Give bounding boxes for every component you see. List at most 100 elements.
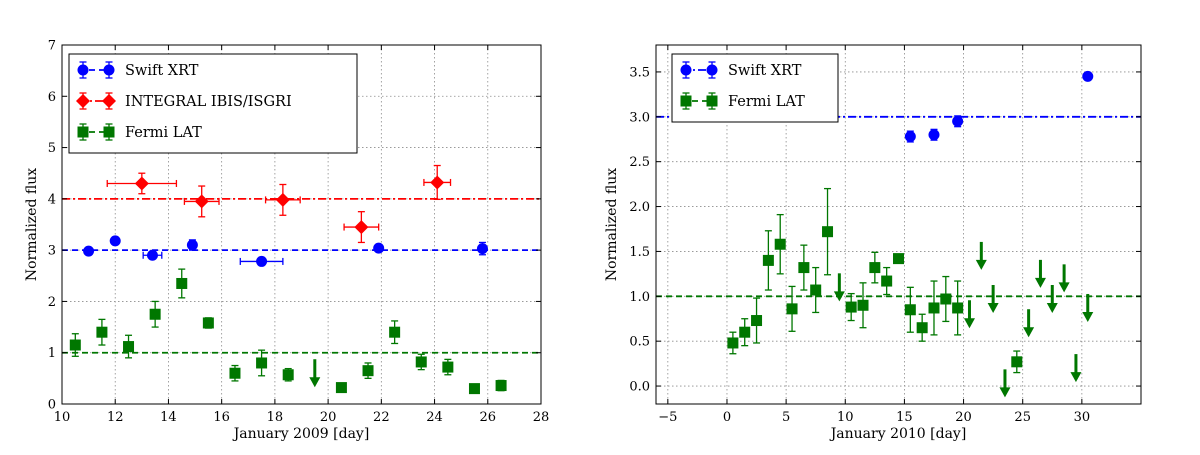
- upper-limit-arrow: [833, 273, 845, 302]
- legend-entry: Fermi LAT: [680, 92, 805, 110]
- marker-circle: [109, 235, 121, 247]
- data-point: [727, 331, 739, 355]
- upper-limit-head: [309, 377, 321, 388]
- data-point: [893, 253, 904, 265]
- marker-diamond: [194, 194, 209, 209]
- marker-square: [869, 262, 881, 274]
- marker-square: [256, 357, 268, 369]
- x-tick-label: 20: [955, 410, 972, 425]
- y-axis-label: Normalized flux: [24, 168, 40, 281]
- y-tick-label: 3.5: [629, 65, 650, 80]
- data-point: [69, 333, 81, 357]
- marker-square: [727, 337, 739, 349]
- x-tick-label: 18: [267, 410, 284, 425]
- upper-limit-head: [1070, 372, 1082, 383]
- data-point: [822, 187, 834, 276]
- legend-label: INTEGRAL IBIS/ISGRI: [125, 94, 292, 110]
- x-tick-label: 25: [1014, 410, 1031, 425]
- x-tick-label: 10: [54, 410, 71, 425]
- upper-limit-head: [1046, 302, 1058, 313]
- data-point: [343, 211, 380, 244]
- data-point: [916, 313, 928, 342]
- legend-marker: [706, 95, 718, 107]
- marker-square: [916, 322, 928, 334]
- data-point: [751, 297, 763, 344]
- marker-square: [362, 365, 374, 377]
- series-diamond: [106, 164, 452, 244]
- data-point: [176, 268, 188, 299]
- data-point: [202, 317, 214, 329]
- marker-circle: [952, 115, 964, 127]
- marker-square: [495, 380, 507, 392]
- x-tick-label: 0: [723, 410, 731, 425]
- marker-square: [176, 277, 188, 289]
- data-point: [264, 183, 301, 216]
- upper-limit-head: [1082, 311, 1094, 322]
- marker-square: [149, 308, 161, 320]
- marker-square: [442, 361, 454, 373]
- data-point: [83, 245, 95, 257]
- legend-box: [671, 53, 839, 123]
- data-point: [229, 364, 241, 382]
- marker-square: [904, 304, 916, 316]
- marker-square: [940, 293, 952, 305]
- marker-square: [69, 339, 81, 351]
- legend-marker: [706, 64, 718, 76]
- x-tick-label: 14: [160, 410, 177, 425]
- legend-label: Fermi LAT: [728, 94, 805, 110]
- legend: Swift XRT Fermi LAT: [671, 53, 839, 123]
- x-tick-label: −5: [658, 410, 677, 425]
- marker-circle: [146, 249, 158, 261]
- y-tick-label: 3: [48, 244, 56, 259]
- data-point: [373, 242, 385, 254]
- data-point: [476, 241, 488, 256]
- marker-square: [762, 254, 774, 266]
- data-point: [928, 280, 940, 336]
- marker-square: [1011, 356, 1023, 368]
- upper-limit-arrow: [309, 359, 321, 388]
- data-point: [256, 349, 268, 377]
- x-axis-label: January 2010 [day]: [829, 426, 967, 442]
- marker-circle: [1082, 70, 1094, 82]
- series-square: [727, 187, 1094, 398]
- marker-circle: [476, 243, 488, 255]
- upper-limit-arrow: [1082, 293, 1094, 322]
- data-point: [442, 358, 454, 376]
- x-tick-label: 16: [213, 410, 230, 425]
- y-tick-label: 1.0: [629, 290, 650, 305]
- y-tick-label: 1.5: [629, 245, 650, 260]
- legend-label: Fermi LAT: [125, 125, 202, 141]
- upper-limit-arrow: [1058, 264, 1070, 293]
- data-point: [389, 320, 401, 345]
- marker-square: [468, 383, 480, 395]
- legend-marker: [76, 94, 90, 108]
- marker-square: [774, 238, 786, 250]
- upper-limit-arrow: [1023, 309, 1035, 338]
- marker-square: [389, 326, 401, 338]
- marker-diamond: [134, 176, 149, 191]
- data-point: [123, 334, 135, 359]
- upper-limit-head: [833, 291, 845, 302]
- data-point: [857, 282, 869, 329]
- y-tick-label: 6: [48, 90, 56, 105]
- marker-square: [751, 315, 763, 327]
- marker-square: [335, 382, 347, 394]
- legend-marker: [77, 126, 89, 138]
- data-point: [1082, 70, 1094, 82]
- data-point: [904, 130, 916, 143]
- upper-limit-head: [1034, 277, 1046, 288]
- marker-square: [893, 253, 904, 265]
- legend-entry: INTEGRAL IBIS/ISGRI: [76, 92, 292, 110]
- y-tick-label: 2.5: [629, 155, 650, 170]
- data-point: [762, 230, 774, 291]
- marker-circle: [186, 239, 198, 251]
- data-point: [810, 266, 822, 314]
- legend-marker: [103, 126, 115, 138]
- legend-entry: Swift XRT: [77, 61, 199, 79]
- data-point: [142, 249, 163, 261]
- x-axis-label: January 2009 [day]: [232, 426, 370, 442]
- x-tick-label: 30: [1074, 410, 1091, 425]
